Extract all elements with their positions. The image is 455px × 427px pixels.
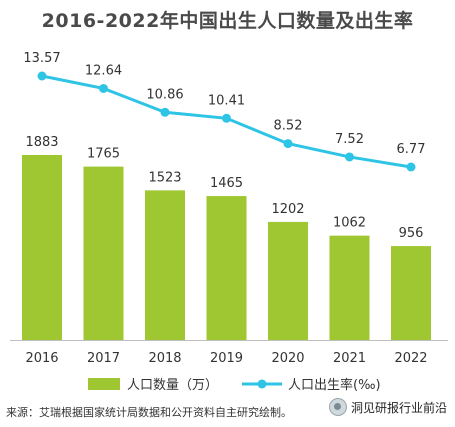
bar-label-2017: 1765 <box>87 147 120 162</box>
x-tick-2019: 2019 <box>210 351 243 366</box>
bar-label-2018: 1523 <box>148 170 181 185</box>
line-point-2017 <box>99 83 108 93</box>
source-note: 来源：艾瑞根据国家统计局数据和公开资料自主研究绘制。 <box>6 406 292 419</box>
line-label-2021: 7.52 <box>335 132 364 147</box>
bar-2021 <box>329 235 370 340</box>
line-point-2022 <box>406 162 416 172</box>
line-point-2021 <box>345 152 354 162</box>
bar-2022 <box>391 246 431 340</box>
line-point-2016 <box>37 71 47 81</box>
bar-label-2016: 1883 <box>25 135 58 150</box>
x-tick-2017: 2017 <box>87 351 120 366</box>
legend-label-line: 人口出生率(‰) <box>288 377 381 393</box>
x-tick-2018: 2018 <box>148 351 181 366</box>
watermark-text: 洞见研报行业前沿 <box>350 400 447 415</box>
bar-2017 <box>83 166 124 340</box>
legend-label-bars: 人口数量（万） <box>127 378 218 393</box>
line-label-2022: 6.77 <box>397 142 426 157</box>
bar-2016 <box>22 155 62 340</box>
bar-2019 <box>206 196 247 340</box>
x-tick-2022: 2022 <box>394 351 427 366</box>
bar-label-2022: 956 <box>399 226 424 241</box>
line-label-2018: 10.86 <box>146 87 183 102</box>
x-tick-2016: 2016 <box>25 351 58 366</box>
bar-2020 <box>268 221 308 340</box>
line-point-2020 <box>283 139 293 149</box>
legend-marker-line <box>257 379 267 389</box>
bar-2018 <box>145 190 185 340</box>
watermark: 洞见研报行业前沿 <box>328 398 447 416</box>
line-point-2019 <box>222 113 231 123</box>
line-label-2016: 13.57 <box>23 51 60 66</box>
line-point-2018 <box>160 107 170 117</box>
legend-swatch-bars <box>88 378 120 390</box>
bar-label-2019: 1465 <box>210 176 243 191</box>
wechat-logo-icon <box>328 398 347 416</box>
x-tick-2020: 2020 <box>271 351 304 366</box>
chart-title: 2016-2022年中国出生人口数量及出生率 <box>41 10 414 32</box>
line-label-2019: 10.41 <box>208 93 245 108</box>
bar-label-2020: 1202 <box>271 202 304 217</box>
bar-label-2021: 1062 <box>333 216 366 231</box>
line-label-2020: 8.52 <box>274 119 303 134</box>
x-tick-2021: 2021 <box>333 351 366 366</box>
line-label-2017: 12.64 <box>85 63 122 78</box>
